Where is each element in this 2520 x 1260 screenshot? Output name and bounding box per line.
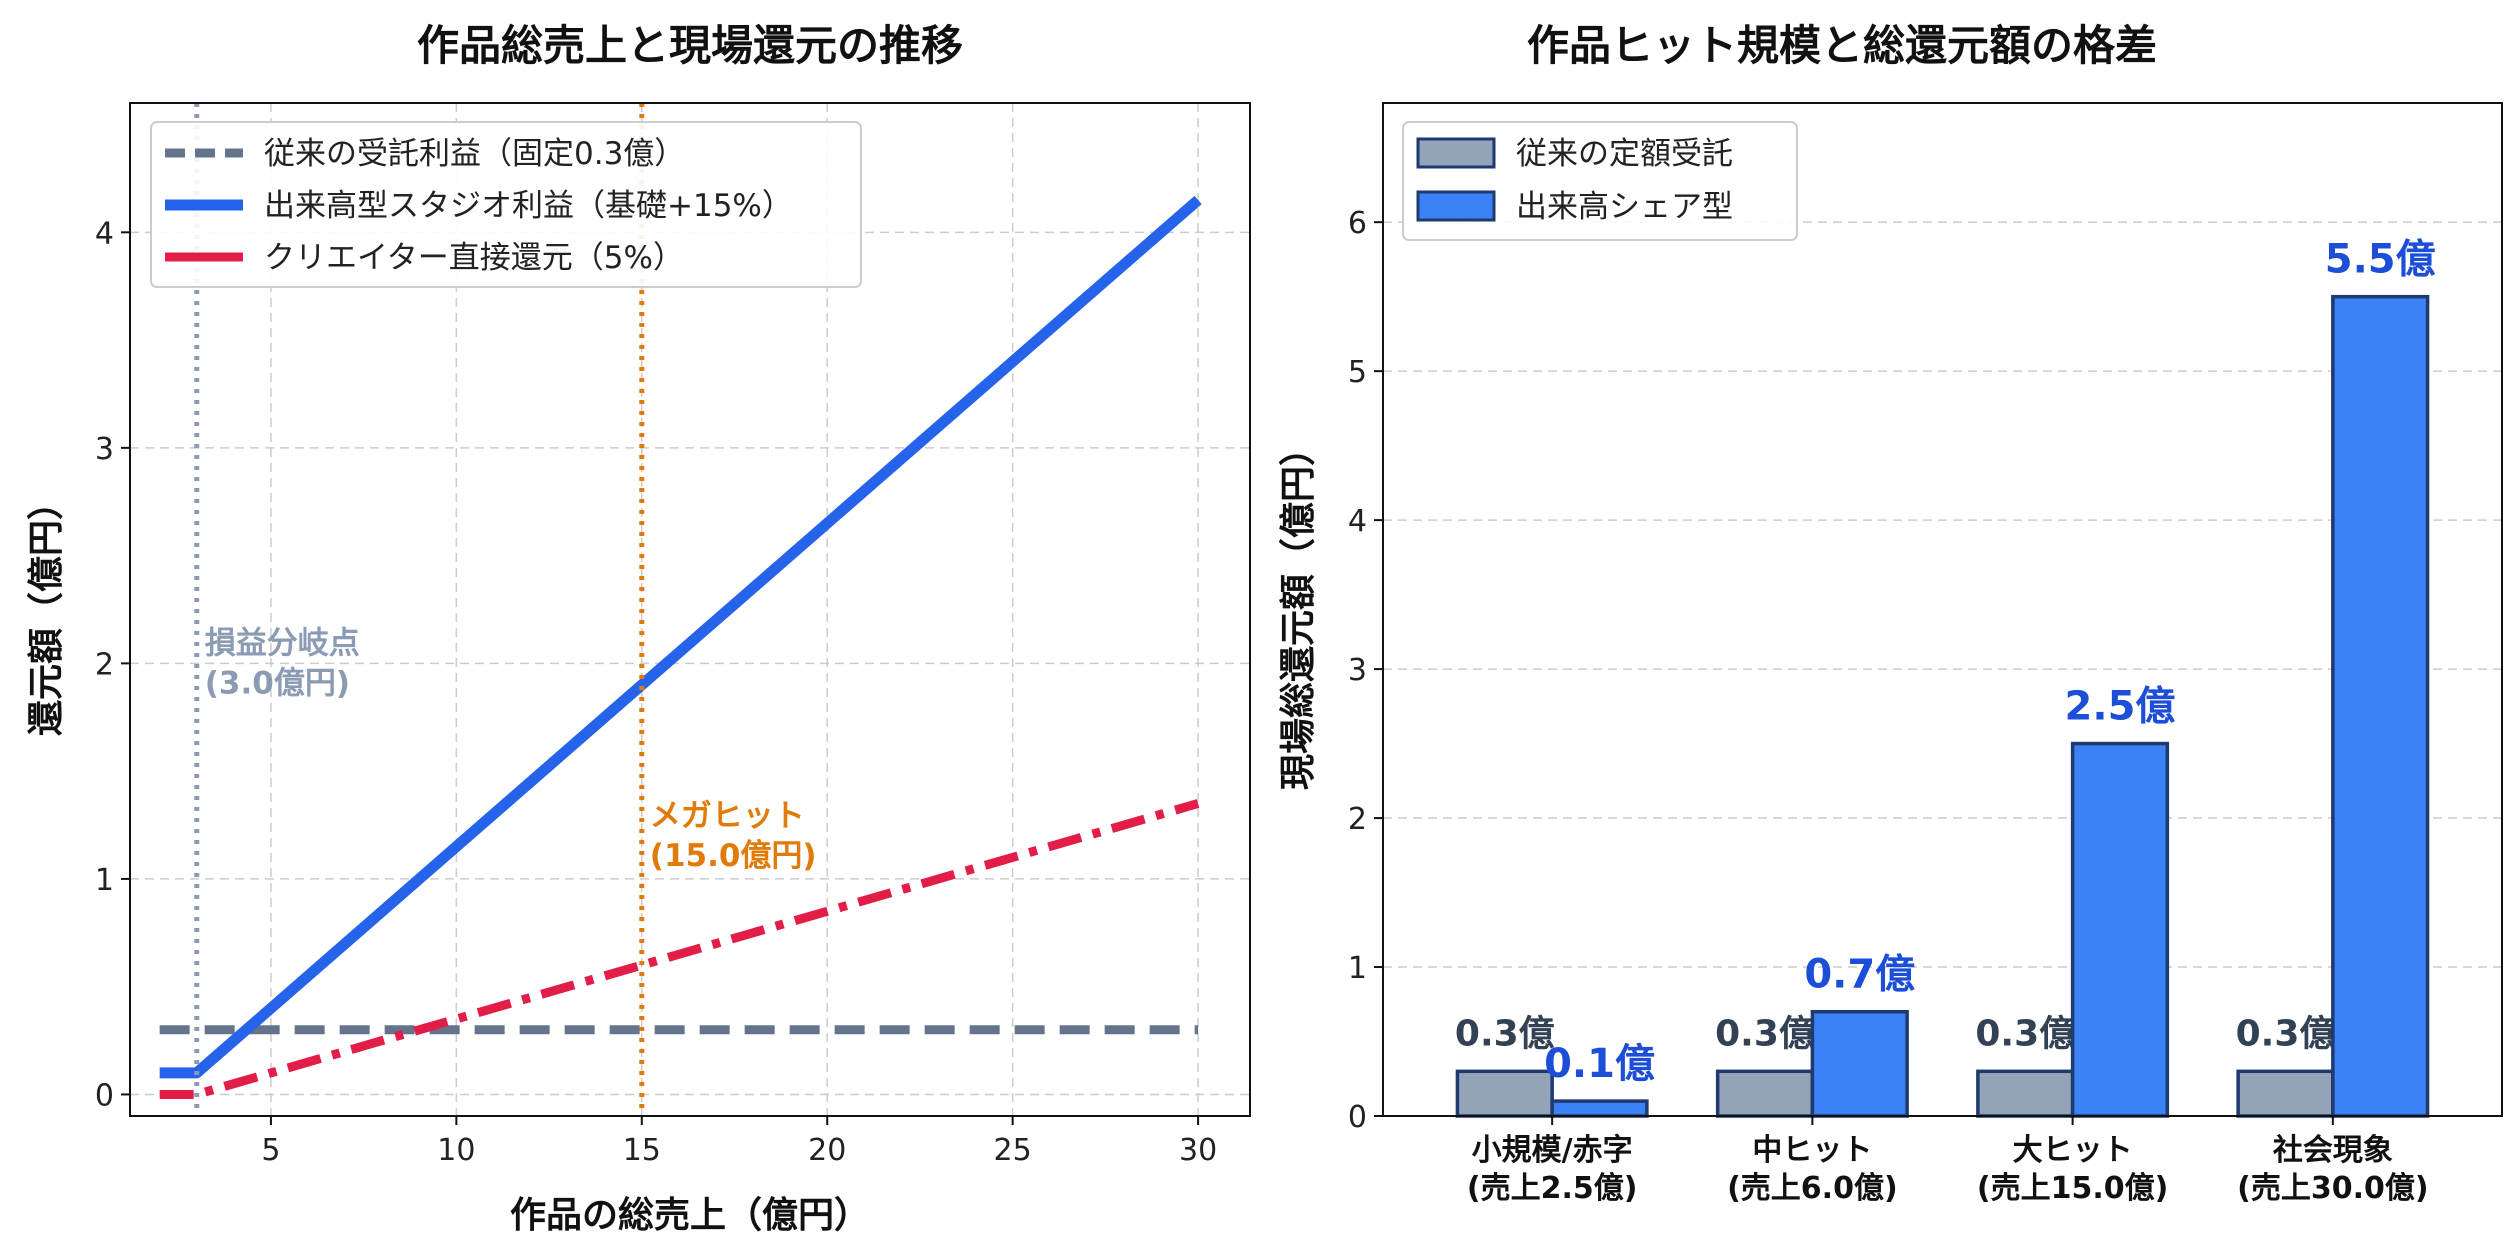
y-tick-label: 6 [1348, 206, 1367, 241]
line-chart: 作品総売上と現場還元の推移 損益分岐点(3.0億円)メガヒット(15.0億円) … [26, 21, 1251, 1236]
category-label: 小規模/赤字 [1472, 1133, 1633, 1168]
bar-chart: 作品ヒット規模と総還元額の格差 0.3億0.1億0.3億0.7億0.3億2.5億… [1278, 21, 2503, 1206]
line-chart-ylabel: 還元額（億円） [26, 484, 67, 736]
y-tick-label: 2 [1348, 802, 1367, 837]
revenue-share-bar [1810, 1009, 1909, 1118]
legend-label: 出来高シェア型 [1516, 189, 1733, 225]
y-tick-label: 4 [95, 216, 114, 251]
bar-chart-axes-frame [1382, 102, 2503, 1117]
bar-value-label: 0.3億 [1975, 1013, 2075, 1054]
legend-label: クリエイター直接還元（5%） [264, 240, 684, 276]
legend-label: 出来高型スタジオ利益（基礎+15%） [264, 188, 793, 224]
reference-line-label: メガヒット [650, 798, 805, 834]
revenue-share-bar [2331, 294, 2430, 1118]
reference-line-label: (3.0億円) [205, 665, 350, 701]
category-label: 中ヒット [1752, 1133, 1872, 1168]
fixed-fee-bar [1455, 1069, 1554, 1118]
bar-value-label: 0.3億 [1715, 1013, 1815, 1054]
category-label: (売上6.0億) [1727, 1171, 1898, 1206]
category-label: 社会現象 [2273, 1133, 2393, 1168]
series-line-3 [159, 799, 1200, 1099]
bar-value-label: 0.1億 [1544, 1041, 1655, 1087]
y-tick-label: 3 [95, 432, 114, 467]
revenue-share-bar [1550, 1099, 1649, 1118]
category-label: 大ヒット [2013, 1133, 2133, 1168]
bar-chart-title: 作品ヒット規模と総還元額の格差 [1527, 21, 2157, 70]
reference-line-label: 損益分岐点 [205, 625, 360, 661]
category-label: (売上15.0億) [1977, 1171, 2168, 1206]
x-tick-label: 30 [1179, 1133, 1217, 1168]
y-tick-label: 5 [1348, 355, 1367, 390]
reference-line-label: (15.0億円) [650, 838, 817, 874]
revenue-share-bar [2070, 741, 2170, 1118]
x-tick-label: 20 [808, 1133, 846, 1168]
line-chart-legend: 従来の受託利益（固定0.3億） 出来高型スタジオ利益（基礎+15%） クリエイター直… [150, 121, 862, 288]
line-chart-xlabel: 作品の総売上（億円） [510, 1195, 870, 1236]
y-tick-label: 0 [1348, 1100, 1367, 1135]
bar-chart-bars: 0.3億0.1億0.3億0.7億0.3億2.5億0.3億5.5億 [1455, 237, 2436, 1118]
legend-swatch [1416, 190, 1496, 222]
line-chart-axes-frame [129, 102, 1251, 1117]
y-tick-label: 4 [1348, 504, 1367, 539]
y-tick-label: 0 [95, 1078, 114, 1113]
legend-label: 従来の定額受託 [1516, 136, 1733, 172]
line-chart-ticks: 5 10 15 20 25 30 0 1 2 3 4 [95, 216, 1217, 1168]
x-tick-label: 5 [261, 1133, 280, 1168]
fixed-fee-bar [1976, 1069, 2075, 1118]
y-tick-label: 1 [95, 863, 114, 898]
legend-swatch [1416, 137, 1496, 169]
bar-value-label: 0.7億 [1804, 952, 1915, 998]
line-chart-title: 作品総売上と現場還元の推移 [417, 21, 963, 70]
category-label: (売上2.5億) [1467, 1171, 1638, 1206]
bar-value-label: 5.5億 [2325, 237, 2436, 283]
x-tick-label: 25 [994, 1133, 1032, 1168]
x-tick-label: 15 [623, 1133, 661, 1168]
category-label: (売上30.0億) [2237, 1171, 2428, 1206]
legend-label: 従来の受託利益（固定0.3億） [264, 136, 685, 172]
bar-value-label: 0.3億 [1455, 1013, 1555, 1054]
bar-value-label: 2.5億 [2065, 684, 2176, 730]
y-tick-label: 3 [1348, 653, 1367, 688]
fixed-fee-bar [2236, 1069, 2335, 1118]
fixed-fee-bar [1715, 1069, 1815, 1118]
bar-value-label: 0.3億 [2236, 1013, 2336, 1054]
x-tick-label: 10 [437, 1133, 475, 1168]
legend-box [1402, 121, 1798, 241]
bar-chart-ticks: 0123456小規模/赤字(売上2.5億)中ヒット(売上6.0億)大ヒット(売上… [1348, 206, 2429, 1206]
y-tick-label: 1 [1348, 951, 1367, 986]
bar-chart-ylabel: 現場総還元額（億円） [1278, 430, 1319, 790]
legend-box [150, 121, 862, 288]
y-tick-label: 2 [95, 647, 114, 682]
